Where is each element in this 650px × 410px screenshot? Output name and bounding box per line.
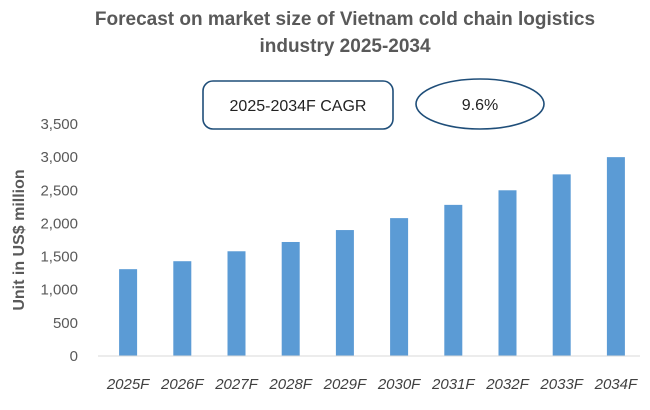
bars (119, 157, 625, 356)
bar (335, 230, 354, 356)
bar (498, 190, 517, 356)
x-tick-label: 2027F (214, 376, 258, 393)
y-tick-label: 1,000 (40, 282, 78, 299)
x-tick-label: 2034F (594, 376, 638, 393)
x-tick-label: 2029F (323, 376, 367, 393)
bar (281, 241, 300, 356)
x-tick-label: 2028F (268, 376, 312, 393)
x-tick-label: 2032F (485, 376, 529, 393)
cagr-label-box (202, 80, 394, 130)
y-axis-ticks: 0 500 1,000 1,500 2,000 2,500 3,000 3,500 (40, 116, 78, 365)
chart-title-line-1: Forecast on market size of Vietnam cold … (95, 9, 595, 30)
y-tick-label: 3,000 (40, 149, 78, 166)
bar (552, 174, 571, 356)
bar (173, 261, 192, 356)
x-tick-label: 2026F (160, 376, 204, 393)
x-tick-label: 2033F (539, 376, 583, 393)
bar (390, 218, 409, 356)
cagr-value-ellipse (415, 78, 545, 130)
y-axis-label: Unit in US$ million (11, 169, 28, 310)
x-tick-label: 2031F (431, 376, 475, 393)
y-tick-label: 0 (70, 348, 78, 365)
bar (119, 269, 138, 356)
y-tick-label: 3,500 (40, 116, 78, 133)
bar (227, 251, 246, 356)
y-tick-label: 2,000 (40, 215, 78, 232)
x-tick-label: 2025F (106, 376, 150, 393)
y-tick-label: 500 (53, 315, 78, 332)
y-tick-label: 2,500 (40, 182, 78, 199)
cagr-value: 9.6% (462, 97, 498, 114)
cagr-label: 2025-2034F CAGR (230, 98, 367, 115)
chart-title-line-2: industry 2025-2034 (259, 36, 431, 57)
x-axis-ticks: 2025F 2026F 2027F 2028F 2029F 2030F 2031F 2032F… (106, 376, 638, 393)
y-tick-label: 1,500 (40, 249, 78, 266)
x-tick-label: 2030F (377, 376, 421, 393)
bar (606, 157, 625, 356)
bar (444, 204, 463, 356)
